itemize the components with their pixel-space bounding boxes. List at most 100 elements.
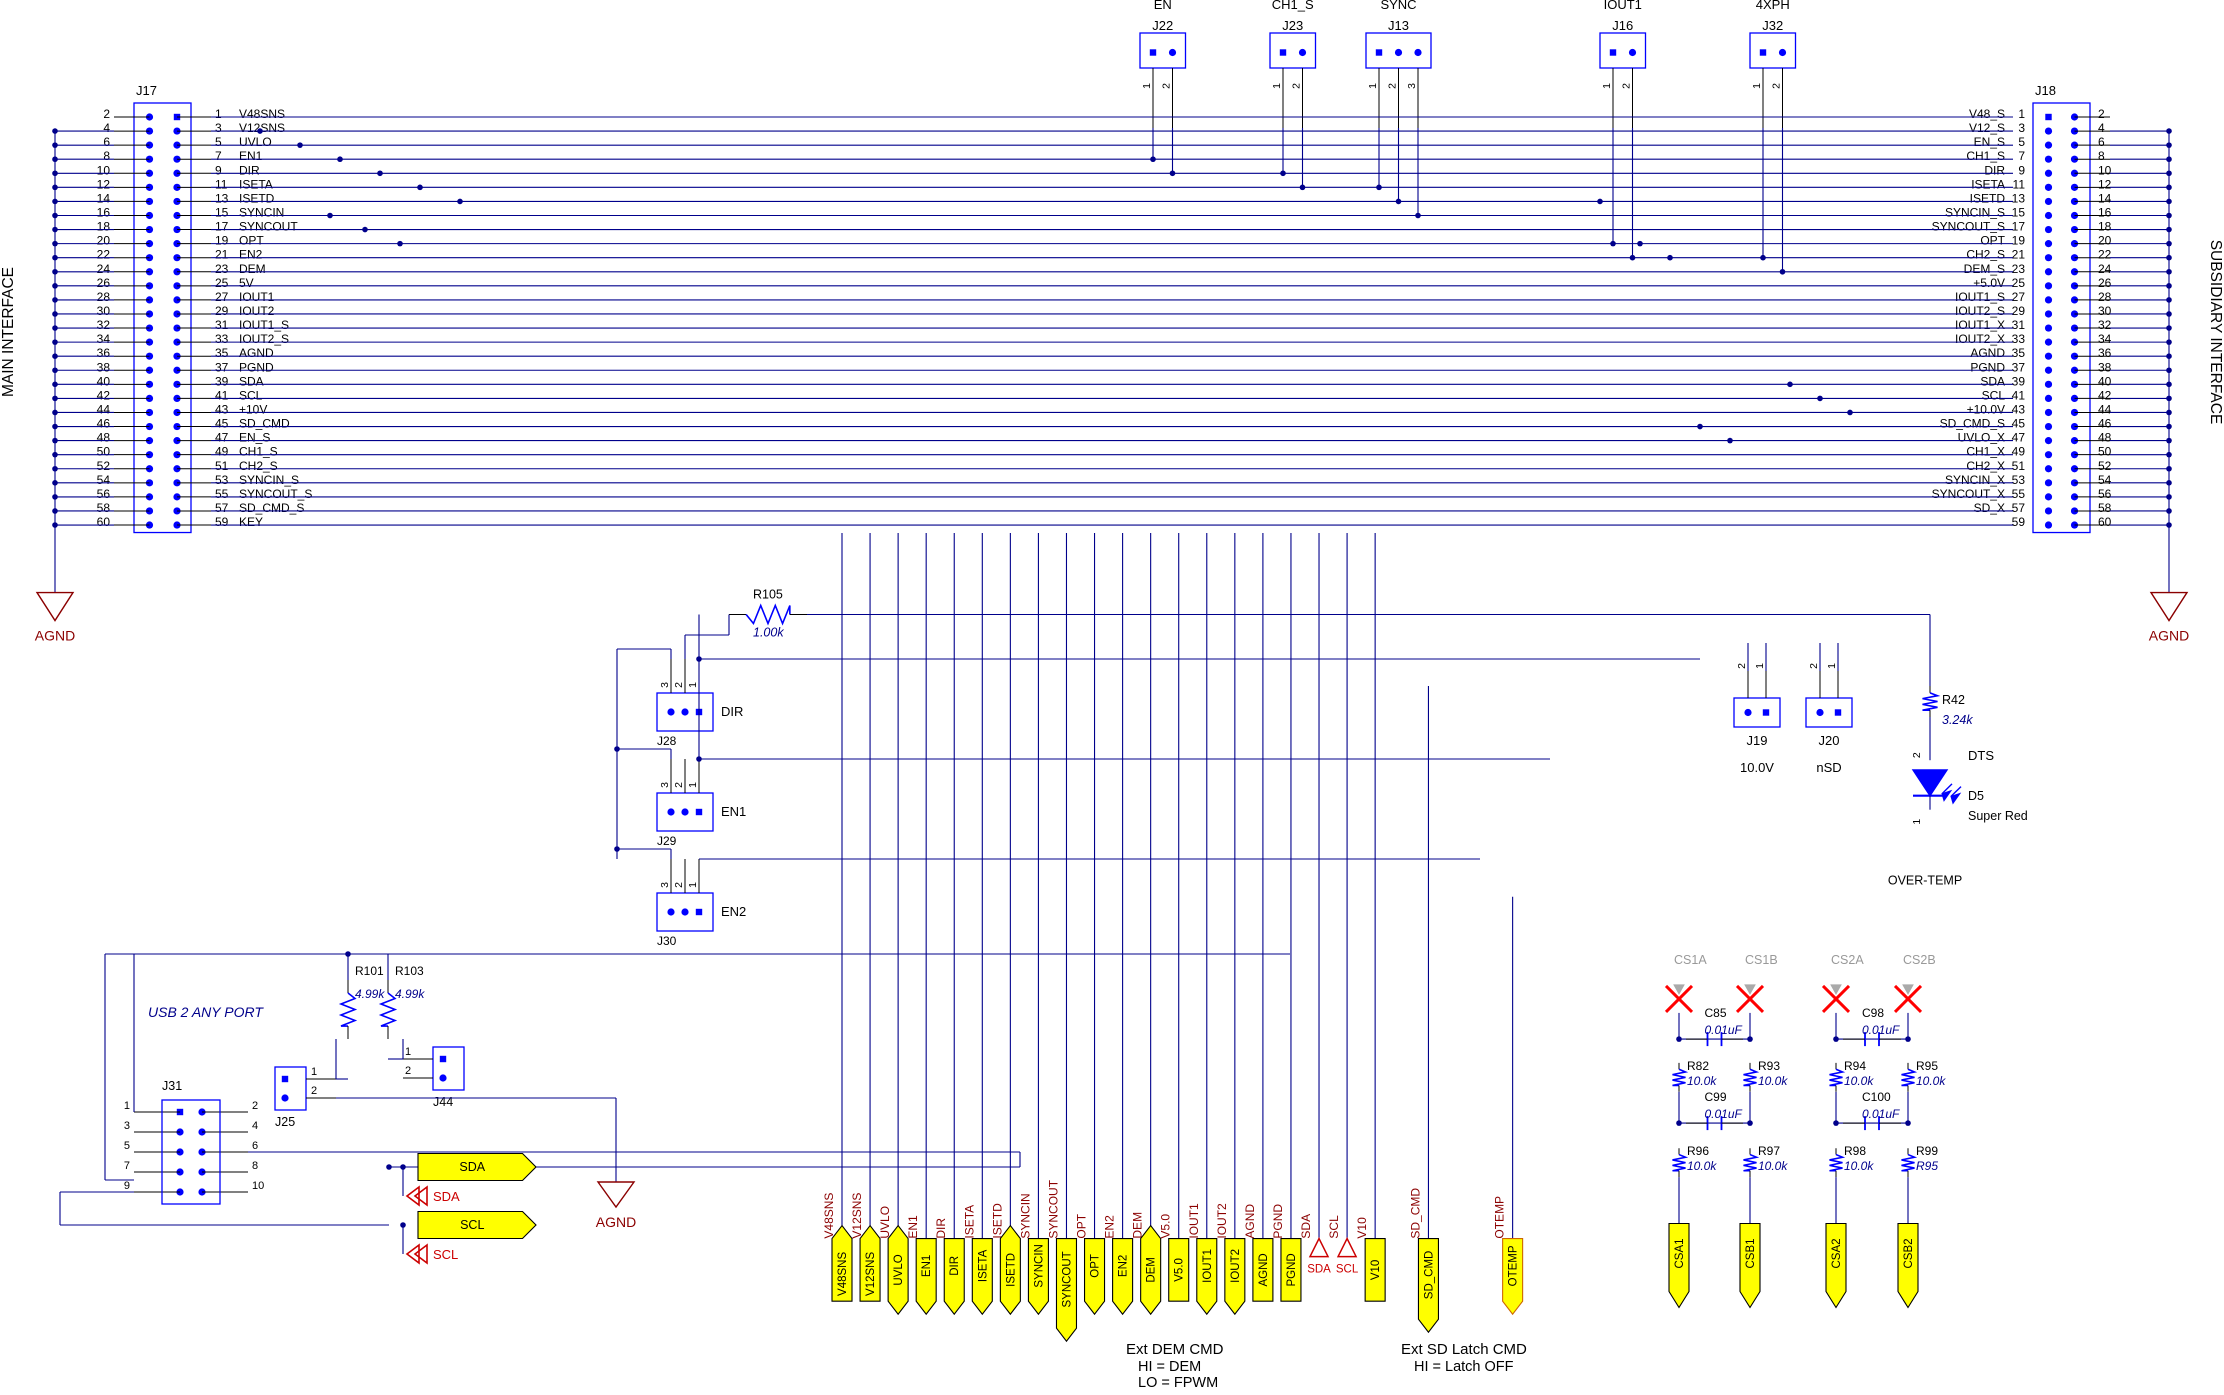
svg-text:37: 37 (215, 360, 229, 374)
svg-text:26: 26 (2098, 276, 2112, 290)
svg-text:CH1_S: CH1_S (1272, 0, 1314, 12)
svg-text:+10.0V: +10.0V (1967, 402, 2005, 416)
svg-text:60: 60 (2098, 515, 2112, 529)
svg-text:11: 11 (2013, 177, 2026, 191)
svg-text:SCL: SCL (433, 1247, 458, 1262)
svg-text:SYNCOUT: SYNCOUT (1046, 1179, 1060, 1238)
svg-text:7: 7 (2018, 149, 2025, 163)
svg-text:31: 31 (215, 318, 229, 332)
svg-text:R103: R103 (395, 964, 424, 978)
svg-text:52: 52 (97, 459, 111, 473)
svg-text:J29: J29 (657, 834, 677, 848)
svg-text:OVER-TEMP: OVER-TEMP (1888, 874, 1962, 888)
svg-text:SYNCOUT: SYNCOUT (1061, 1251, 1073, 1307)
svg-text:32: 32 (97, 318, 111, 332)
svg-text:SDA: SDA (1299, 1214, 1313, 1239)
svg-text:22: 22 (97, 248, 111, 262)
svg-text:50: 50 (97, 445, 111, 459)
svg-text:1: 1 (215, 107, 222, 121)
svg-text:7: 7 (124, 1160, 130, 1172)
svg-text:Super Red: Super Red (1968, 809, 2028, 823)
svg-text:V12_S: V12_S (1969, 121, 2005, 135)
svg-text:22: 22 (2098, 248, 2112, 262)
svg-text:Ext DEM CMD: Ext DEM CMD (1126, 1341, 1224, 1358)
svg-text:36: 36 (2098, 346, 2112, 360)
svg-text:SYNCIN_X: SYNCIN_X (1945, 473, 2005, 487)
svg-text:SDA: SDA (433, 1189, 460, 1204)
svg-text:43: 43 (215, 402, 229, 416)
svg-text:CSB1: CSB1 (1745, 1238, 1757, 1268)
svg-text:21: 21 (2012, 248, 2026, 262)
svg-text:10.0V: 10.0V (1740, 760, 1774, 775)
svg-text:V12SNS: V12SNS (865, 1252, 877, 1296)
svg-text:PGND: PGND (239, 360, 274, 374)
svg-text:34: 34 (2098, 332, 2112, 346)
svg-text:10.0k: 10.0k (1758, 1074, 1788, 1088)
svg-text:45: 45 (2012, 417, 2026, 431)
svg-text:51: 51 (2012, 459, 2026, 473)
svg-text:56: 56 (97, 487, 111, 501)
svg-text:28: 28 (2098, 290, 2112, 304)
svg-text:IOUT1_X: IOUT1_X (1955, 318, 2005, 332)
svg-text:V48SNS: V48SNS (822, 1193, 836, 1239)
svg-text:SDA: SDA (1980, 374, 2005, 388)
svg-text:3: 3 (659, 682, 671, 688)
svg-text:49: 49 (2012, 445, 2026, 459)
svg-text:AGND: AGND (596, 1214, 636, 1230)
svg-text:1: 1 (1271, 83, 1283, 89)
svg-text:21: 21 (215, 248, 229, 262)
svg-text:D5: D5 (1968, 789, 1984, 803)
svg-text:9: 9 (2018, 163, 2025, 177)
svg-text:LO = FPWM: LO = FPWM (1138, 1375, 1218, 1391)
svg-text:2: 2 (1387, 83, 1399, 89)
svg-text:KEY: KEY (239, 515, 263, 529)
svg-text:48: 48 (2098, 431, 2112, 445)
svg-text:18: 18 (2098, 220, 2112, 234)
svg-text:10.0k: 10.0k (1844, 1074, 1874, 1088)
svg-text:38: 38 (2098, 360, 2112, 374)
svg-text:19: 19 (215, 234, 229, 248)
svg-text:J25: J25 (275, 1115, 295, 1129)
svg-text:2: 2 (1621, 83, 1633, 89)
svg-text:1: 1 (1367, 83, 1379, 89)
svg-text:35: 35 (215, 346, 229, 360)
svg-text:PGND: PGND (1286, 1253, 1298, 1286)
svg-text:10.0k: 10.0k (1687, 1074, 1717, 1088)
svg-text:J23: J23 (1282, 18, 1303, 33)
svg-text:9: 9 (124, 1180, 130, 1192)
svg-text:R95: R95 (1916, 1159, 1938, 1173)
svg-text:IOUT2_S: IOUT2_S (1955, 304, 2005, 318)
svg-text:DIR: DIR (1984, 163, 2005, 177)
svg-text:J13: J13 (1388, 18, 1409, 33)
svg-text:CSA1: CSA1 (1674, 1238, 1686, 1268)
svg-text:30: 30 (97, 304, 111, 318)
svg-text:DEM: DEM (1146, 1257, 1158, 1283)
svg-text:8: 8 (252, 1160, 258, 1172)
svg-text:10.0k: 10.0k (1687, 1159, 1717, 1173)
svg-text:C100: C100 (1862, 1090, 1891, 1104)
svg-text:31: 31 (2012, 318, 2026, 332)
svg-text:SD_CMD_S: SD_CMD_S (1940, 417, 2005, 431)
svg-text:CS2A: CS2A (1831, 953, 1864, 967)
svg-text:R98: R98 (1844, 1144, 1866, 1158)
svg-text:45: 45 (215, 417, 229, 431)
svg-text:44: 44 (2098, 402, 2112, 416)
svg-text:17: 17 (215, 220, 229, 234)
svg-text:8: 8 (2098, 149, 2105, 163)
svg-text:33: 33 (215, 332, 229, 346)
svg-text:SCL: SCL (460, 1218, 484, 1232)
svg-text:48: 48 (97, 431, 111, 445)
svg-text:SYNCOUT: SYNCOUT (239, 220, 298, 234)
svg-text:49: 49 (215, 445, 229, 459)
svg-text:V48_S: V48_S (1969, 107, 2005, 121)
svg-text:11: 11 (215, 177, 228, 191)
svg-text:EN1: EN1 (906, 1215, 920, 1239)
svg-text:EN1: EN1 (721, 804, 746, 819)
svg-text:ISETA: ISETA (1971, 177, 2005, 191)
svg-text:+5.0V: +5.0V (1973, 276, 2005, 290)
svg-text:IOUT2_X: IOUT2_X (1955, 332, 2005, 346)
svg-text:26: 26 (97, 276, 111, 290)
svg-text:EN2: EN2 (1118, 1255, 1130, 1277)
svg-text:20: 20 (97, 234, 111, 248)
svg-text:CH1_S: CH1_S (1966, 149, 2005, 163)
